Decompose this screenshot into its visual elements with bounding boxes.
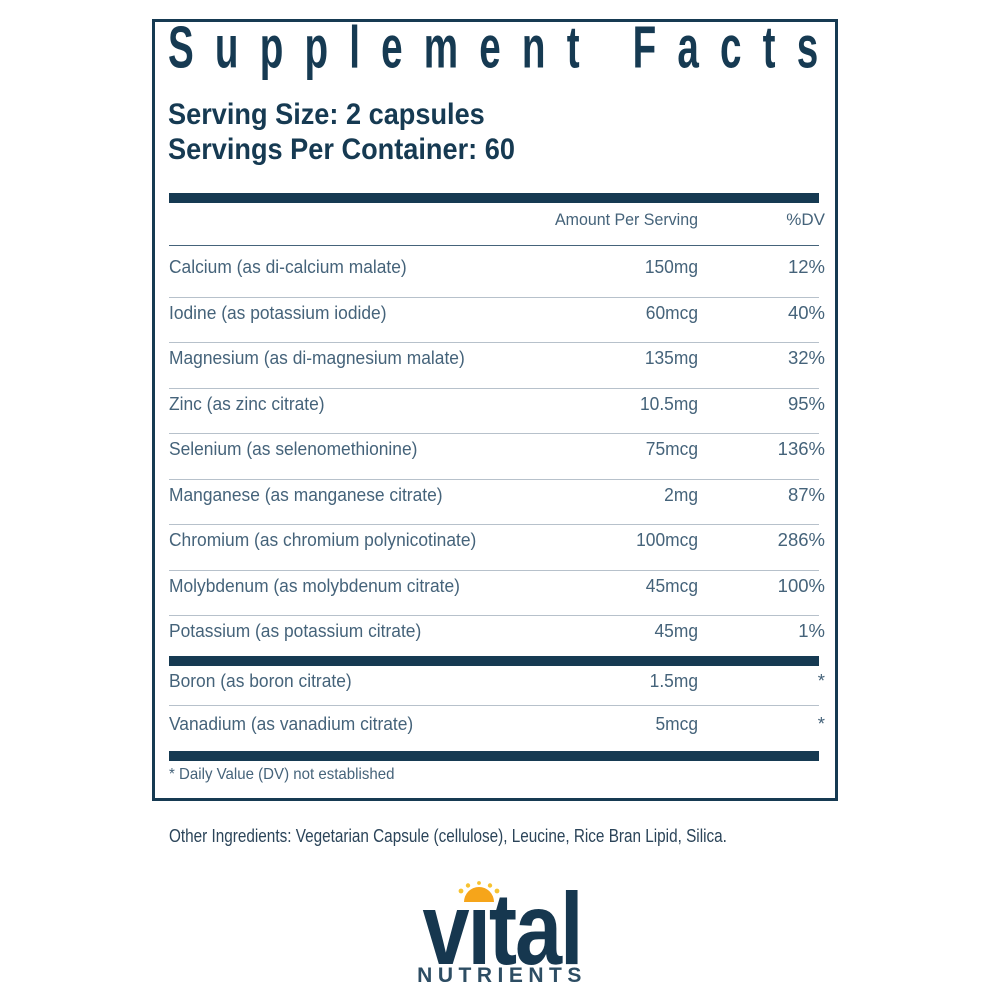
svg-text:NUTRIENTS: NUTRIENTS <box>417 964 587 984</box>
